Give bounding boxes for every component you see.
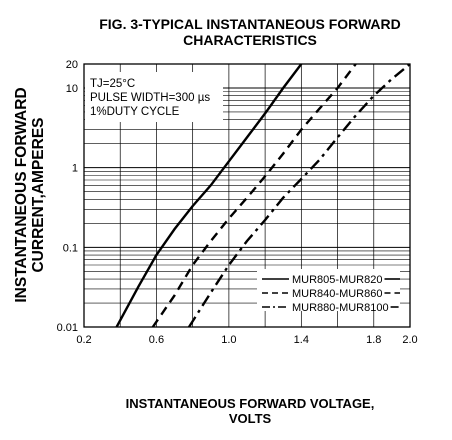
legend: MUR805-MUR820 MUR840-MUR860 MUR880-MUR8100: [257, 269, 400, 314]
annotation-line: TJ=25°C: [90, 78, 135, 90]
y-tick-label: 0.01: [57, 322, 78, 334]
annotation-box: TJ=25°C PULSE WIDTH=300 µs 1%DUTY CYCLE: [85, 72, 223, 122]
legend-label: MUR840-MUR860: [292, 288, 382, 300]
x-axis-label-line2: VOLTS: [228, 411, 272, 426]
x-tick-label: 1.0: [221, 334, 236, 346]
tick-labels: 0.2 0.6 1.0 1.4 1.8 2.0 0.01 0.1 1 10 20: [57, 59, 418, 346]
legend-label: MUR805-MUR820: [292, 274, 382, 286]
x-tick-label: 2.0: [402, 334, 417, 346]
legend-background: [257, 269, 400, 311]
x-tick-label: 1.4: [294, 334, 309, 346]
x-axis-label: INSTANTANEOUS FORWARD VOLTAGE,: [125, 396, 375, 411]
chart-title-line2: CHARACTERISTICS: [183, 32, 317, 48]
y-tick-label: 1: [72, 163, 78, 175]
annotation-line: PULSE WIDTH=300 µs: [90, 92, 210, 104]
plot-frame: [83, 63, 411, 328]
y-tick-label: 20: [66, 59, 78, 71]
annotation-background: [85, 72, 223, 122]
series-lines: [115, 64, 410, 327]
annotation-line: 1%DUTY CYCLE: [90, 106, 180, 118]
y-tick-label: 0.1: [63, 242, 78, 254]
legend-label: MUR880-MUR8100: [292, 302, 389, 314]
series-line: [187, 64, 410, 327]
chart-title: FIG. 3-TYPICAL INSTANTANEOUS FORWARD: [99, 16, 401, 32]
x-tick-label: 0.2: [76, 334, 91, 346]
series-line: [115, 64, 303, 327]
series-line: [151, 64, 357, 327]
x-tick-label: 0.6: [149, 334, 164, 346]
y-tick-label: 10: [66, 83, 78, 95]
x-tick-label: 1.8: [366, 334, 381, 346]
